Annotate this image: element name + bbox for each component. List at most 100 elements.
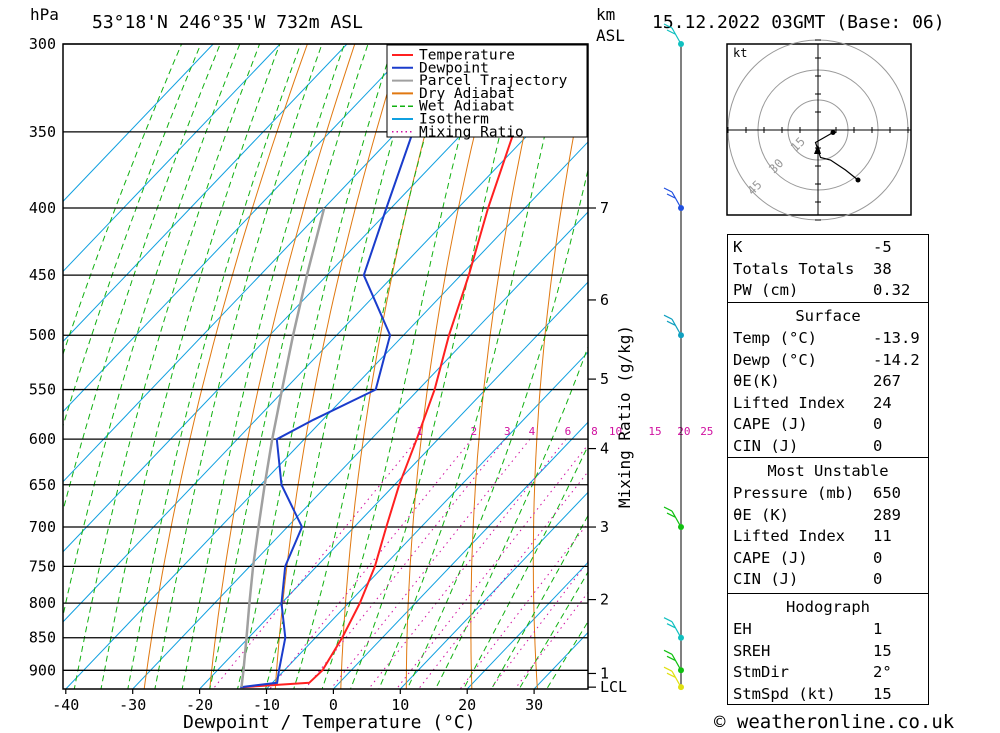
surface-label: CIN (J) — [733, 437, 799, 455]
surface-value: -14.2 — [873, 350, 920, 369]
pressure-tick-label: 600 — [29, 430, 56, 448]
isotherm-line — [63, 44, 214, 203]
dry-adiabat-line — [971, 44, 1000, 689]
wet-adiabat-line — [127, 44, 302, 689]
pressure-tick-label: 700 — [29, 518, 56, 536]
dry-adiabat-line — [340, 44, 451, 689]
surface-value: 267 — [873, 372, 901, 391]
dry-adiabat-line — [921, 44, 996, 689]
surface-value: 0 — [873, 415, 883, 434]
legend-label: Mixing Ratio — [419, 124, 524, 140]
height-tick-label: 3 — [600, 518, 609, 536]
most-unstable-label: CAPE (J) — [733, 548, 808, 567]
most-unstable-label: θE (K) — [733, 505, 789, 524]
wind-barb — [663, 666, 682, 688]
mixing-ratio-line — [212, 438, 418, 689]
most-unstable-value: 0 — [873, 548, 883, 567]
hodograph-unit: kt — [733, 46, 747, 60]
wet-adiabat-line — [73, 44, 261, 689]
mixing-ratio-label: 1 — [416, 425, 423, 438]
surface-title: Surface — [795, 307, 861, 325]
surface-label: CAPE (J) — [733, 415, 808, 434]
mixing-ratio-line — [269, 438, 473, 689]
pressure-tick-label: 400 — [29, 199, 56, 217]
hodograph-stat-row: StmSpd (kt) 15 — [728, 683, 928, 705]
indices-label: K — [733, 238, 743, 256]
mixing-ratio-line — [396, 444, 588, 689]
pressure-tick-label: 350 — [29, 123, 56, 141]
hodograph-stat-label: StmSpd (kt) — [733, 684, 836, 703]
wind-barb — [663, 649, 682, 671]
wet-adiabat-line — [236, 44, 394, 689]
x-axis-title: Dewpoint / Temperature (°C) — [183, 712, 476, 733]
pressure-tick-label: 850 — [29, 629, 56, 647]
wet-adiabat-line — [63, 44, 241, 618]
height-tick-label: 2 — [600, 591, 609, 609]
wet-adiabat-line — [154, 44, 323, 689]
isotherm-line — [466, 561, 588, 689]
wet-adiabat-line — [63, 44, 202, 428]
mixing-ratio-label: 2 — [471, 425, 478, 438]
wet-adiabat-line — [63, 44, 221, 513]
storm-motion-arrow — [814, 144, 821, 154]
temperature-tick-label: 20 — [458, 696, 476, 714]
wet-adiabat-line — [546, 620, 588, 689]
hodograph-stat-value: 15 — [873, 684, 892, 703]
surface-value: 0 — [873, 437, 883, 455]
indices-value: 0.32 — [873, 281, 911, 300]
legend-label: Wet Adiabat — [419, 99, 515, 115]
mixing-ratio-axis-title: Mixing Ratio (g/kg) — [615, 325, 634, 508]
isotherm-line — [63, 44, 549, 553]
location-title: 53°18'N 246°35'W 732m ASL — [92, 12, 363, 33]
surface-value: 24 — [873, 393, 892, 412]
indices-label: PW (cm) — [733, 281, 799, 300]
most-unstable-row: CIN (J) 0 — [728, 568, 928, 590]
wet-adiabat-line — [100, 44, 281, 689]
pressure-tick-label: 650 — [29, 476, 56, 494]
temperature-tick-label: -30 — [119, 696, 146, 714]
hodograph-table: Hodograph EH 1 SREH 15 StmDir 2° StmSpd (kt) 15 — [727, 593, 929, 705]
indices-row: K -5 — [728, 236, 928, 258]
wet-adiabat-line — [518, 571, 588, 689]
most-unstable-label: Lifted Index — [733, 527, 845, 546]
profile-series — [240, 44, 547, 689]
legend-label: Temperature — [419, 48, 515, 64]
isotherm-line — [63, 44, 281, 273]
most-unstable-label: Pressure (mb) — [733, 484, 855, 502]
most-unstable-row: Pressure (mb) 650 — [728, 482, 928, 504]
wind-barb — [663, 314, 682, 336]
height-ref-label: ASL — [596, 26, 625, 45]
surface-label: θE(K) — [733, 372, 780, 391]
temperature-tick-label: -40 — [52, 696, 79, 714]
most-unstable-value: 0 — [873, 570, 883, 589]
legend-label: Parcel Trajectory — [419, 73, 568, 89]
surface-row: CAPE (J) 0 — [728, 413, 928, 435]
most-unstable-table: Most Unstable Pressure (mb) 650 θE (K) 289 L… — [727, 457, 929, 595]
indices-row: Totals Totals 38 — [728, 258, 928, 280]
hodograph-stat-value: 15 — [873, 641, 892, 660]
wet-adiabat-line — [406, 167, 588, 689]
mixing-ratio-line — [330, 438, 531, 689]
pressure-tick-label: 550 — [29, 381, 56, 399]
most-unstable-row: CAPE (J) 0 — [728, 547, 928, 569]
wind-profile — [663, 23, 684, 691]
pressure-tick-label: 450 — [29, 266, 56, 284]
most-unstable-value: 289 — [873, 505, 901, 524]
wet-adiabat-line — [462, 444, 588, 689]
wind-barb — [663, 617, 682, 639]
legend-label: Dewpoint — [419, 60, 489, 76]
mixing-ratio-label: 15 — [648, 425, 661, 438]
hodograph-stat-label: SREH — [733, 641, 771, 660]
pressure-tick-label: 900 — [29, 661, 56, 679]
height-tick-label: 6 — [600, 291, 609, 309]
isotherm-line — [63, 44, 348, 343]
indices-value: -5 — [873, 238, 892, 256]
most-unstable-value: 650 — [873, 484, 901, 502]
credit-text: © weatheronline.co.uk — [714, 711, 955, 733]
mixing-ratio-label: 10 — [609, 425, 622, 438]
surface-label: Temp (°C) — [733, 329, 817, 347]
temperature-tick-label: -10 — [253, 696, 280, 714]
mixing-ratio-line — [418, 470, 588, 689]
hodograph-stat-row: StmDir 2° — [728, 661, 928, 683]
